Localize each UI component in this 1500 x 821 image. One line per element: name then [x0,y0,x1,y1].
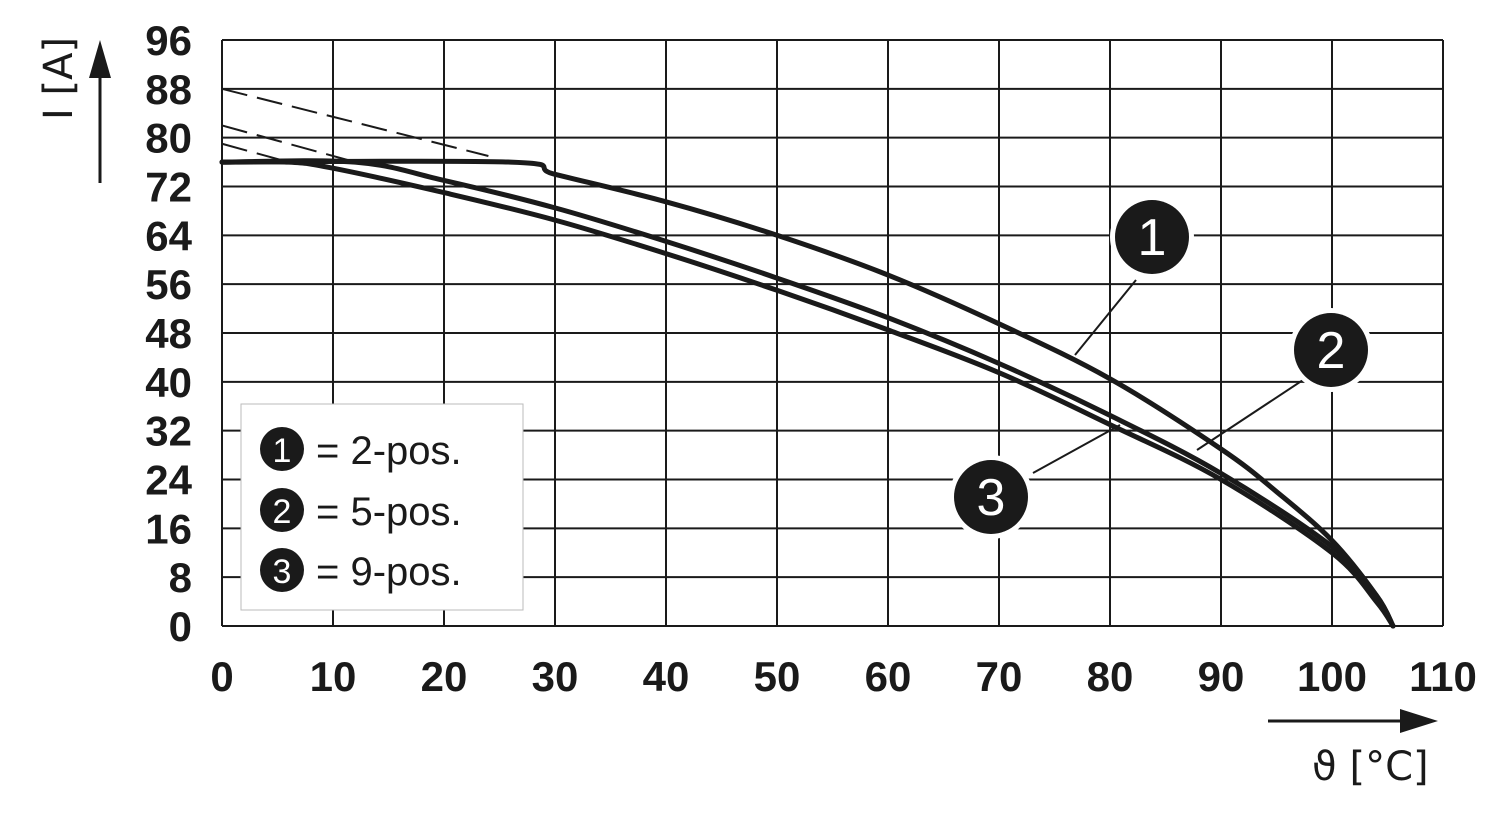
legend-badge-label: 1 [273,432,292,470]
series-2-extrapolation [221,124,356,164]
y-tick-label: 0 [169,603,192,650]
callout-1-label: 1 [1138,209,1167,267]
x-tick-label: 110 [1409,653,1477,700]
callout-2-icon [1294,313,1368,387]
y-tick-label: 80 [145,115,192,162]
x-tick-label: 90 [1198,653,1245,700]
legend-item-1: 1 = 2-pos. [260,427,462,473]
y-tick-label: 32 [145,408,192,455]
callout-2-leader [1196,379,1304,451]
badge-2-icon [260,488,304,532]
y-tick-label: 16 [145,505,192,552]
x-tick-label: 10 [310,653,357,700]
legend-item-text: = 5-pos. [316,490,462,534]
y-axis-label: I [A] [36,37,82,120]
x-tick-label: 70 [976,653,1023,700]
series-1-line [219,158,1396,629]
x-tick-label: 80 [1087,653,1134,700]
legend-badge-label: 2 [273,493,292,531]
y-tick-label: 72 [145,164,192,211]
y-tick-label: 88 [145,66,192,113]
series-callouts: 1 2 3 [949,195,1373,539]
y-tick-label: 56 [145,261,192,308]
legend: 1 = 2-pos. 2 = 5-pos. 3 = 9-pos. [240,403,524,611]
x-axis-arrow-head [1400,709,1438,733]
series-3-line [219,159,1396,629]
legend-item-2: 2 = 5-pos. [260,488,462,534]
y-axis-arrow-head [89,40,111,78]
x-tick-labels: 0 10 20 30 40 50 60 70 80 90 100 110 [210,653,1477,700]
callout-2-label: 2 [1317,322,1346,380]
x-tick-label: 40 [643,653,690,700]
x-tick-label: 50 [754,653,801,700]
callout-3-leader [1032,424,1121,474]
callout-3-label: 3 [977,469,1006,527]
y-tick-label: 8 [169,554,192,601]
y-tick-label: 24 [145,457,192,504]
callout-1-icon [1115,200,1189,274]
y-tick-label: 48 [145,310,192,357]
series-2-line [219,158,1396,629]
y-tick-label: 96 [145,17,192,64]
legend-badge-label: 3 [273,553,292,591]
x-tick-label: 100 [1297,653,1367,700]
legend-item-text: = 9-pos. [316,550,462,594]
y-tick-label: 64 [145,212,192,259]
badge-1-icon [260,427,304,471]
badge-3-icon [260,548,304,592]
x-tick-label: 60 [865,653,912,700]
series-lines [219,87,1396,629]
legend-item-text: = 2-pos. [316,429,462,473]
callout-3-icon [954,460,1028,534]
y-axis-title: I [A] [36,37,111,183]
callout-1-leader [1074,279,1137,356]
x-tick-label: 0 [210,653,233,700]
x-axis-label: ϑ [°C] [1312,744,1429,790]
x-tick-label: 20 [421,653,468,700]
series-3-extrapolation [221,142,289,164]
x-tick-label: 30 [532,653,579,700]
series-1-extrapolation [221,87,489,157]
y-tick-label: 40 [145,359,192,406]
legend-item-3: 3 = 9-pos. [260,548,462,594]
x-axis-title: ϑ [°C] [1268,709,1438,790]
grid [221,39,1444,627]
